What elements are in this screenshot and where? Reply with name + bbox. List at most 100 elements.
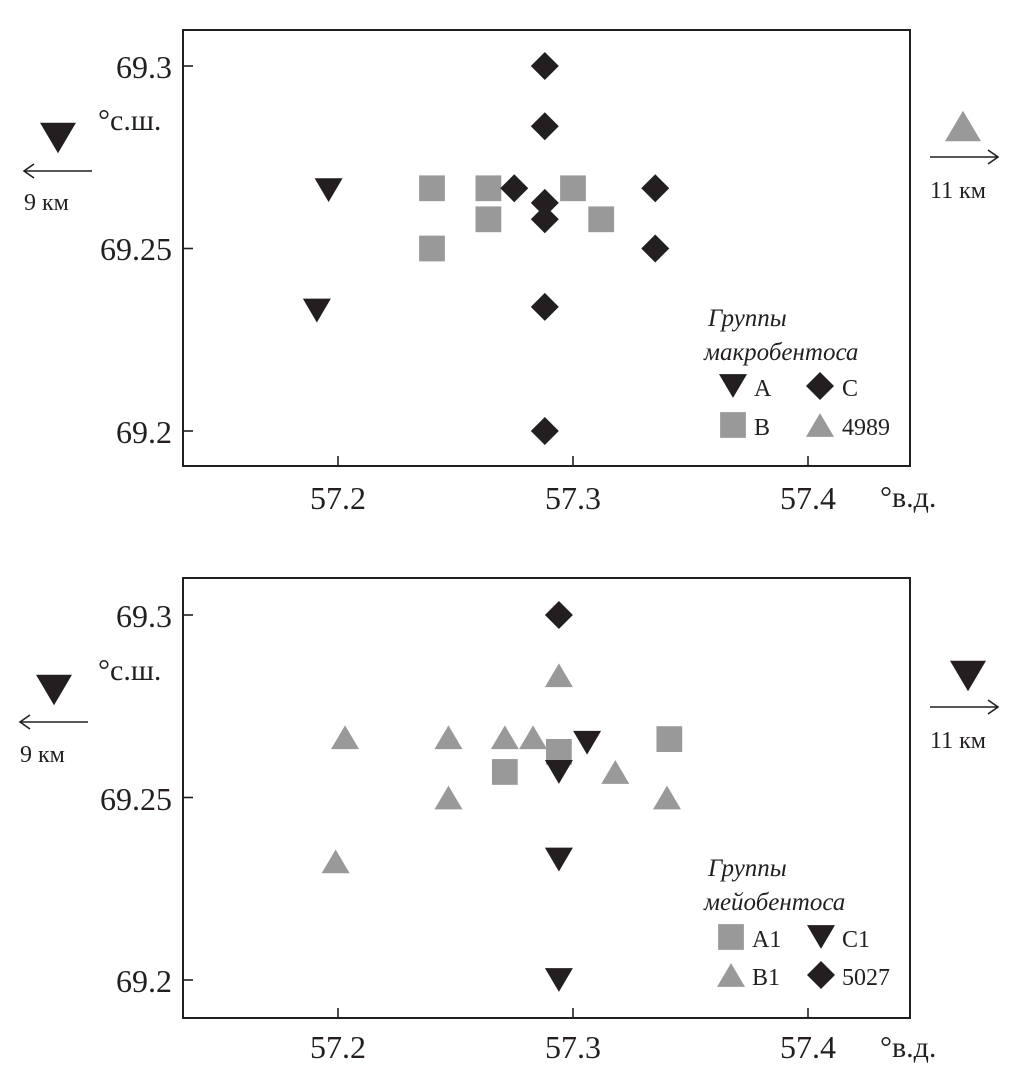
data-point-c1 [544,847,573,872]
legend-marker [807,925,835,949]
data-point-5027 [544,601,573,629]
data-point-b1 [544,663,573,688]
data-point-c1 [544,968,573,992]
offscreen-left-marker [36,674,72,706]
data-point-a [302,298,331,323]
legend-marker [717,963,745,987]
x-tick-label: 57.2 [310,480,366,516]
offscreen-left-indicator: 9 км [18,674,88,768]
legend-label: B1 [752,965,780,991]
data-point-b [588,206,615,233]
legend-marker [806,413,834,437]
data-points [321,601,683,992]
x-tick-label: 57.4 [780,1029,836,1065]
legend-marker [719,374,747,398]
data-point-b1 [321,849,350,874]
legend-marker [718,924,744,950]
legend-marker [720,412,746,438]
offscreen-right-indicator: 11 км [930,110,1000,204]
legend-title-line-2: макробентоса [703,339,858,366]
legend: Группы макробентоса A C B 4989 [703,305,890,441]
data-point-c [530,188,559,217]
legend-label: A [754,376,772,402]
data-point-b1 [519,725,548,750]
legend-label: C1 [842,927,870,953]
data-point-a [314,178,343,202]
data-point-b1 [653,785,681,810]
offscreen-left-distance: 9 км [24,190,69,216]
y-tick-label: 69.2 [116,414,172,450]
y-tick-label: 69.3 [116,598,172,634]
legend-title-line-1: Группы [707,305,787,332]
offscreen-left-distance: 9 км [20,742,65,768]
data-point-c [530,417,559,445]
offscreen-marker-icon [945,110,981,142]
legend-marker-icon [807,925,835,949]
y-unit-label: °с.ш. [98,104,161,137]
data-point-c1 [544,760,573,784]
right-arrowhead-icon [987,149,1000,165]
x-unit-label: °в.д. [880,1031,936,1064]
macrobenthos-chart: 69.3 69.25 69.2 57.2 57.3 57.4 °с.ш. °в.… [22,29,1000,516]
data-point-b [560,175,586,202]
x-tick-label: 57.3 [545,480,601,516]
y-tick-label: 69.2 [116,963,172,999]
data-point-c [641,174,670,203]
left-arrowhead-icon [18,714,31,730]
x-tick-label: 57.3 [545,1029,601,1065]
legend-marker-icon [719,374,747,398]
legend-marker-icon [806,413,834,437]
legend-label: C [842,376,858,402]
y-tick-label: 69.3 [116,49,172,85]
data-point-b [419,175,445,202]
x-unit-label: °в.д. [880,481,936,514]
legend-marker-icon [720,412,746,438]
data-point-c [530,205,559,234]
data-point-b1 [331,725,360,750]
offscreen-marker-icon [950,660,986,692]
meiobenthos-chart: 69.3 69.25 69.2 57.2 57.3 57.4 °с.ш. °в.… [18,577,1000,1065]
data-point-b [419,235,445,262]
offscreen-marker-icon [40,122,76,154]
legend-marker-icon [717,963,745,987]
data-point-c1 [573,730,602,755]
plot-frame [182,29,911,467]
offscreen-marker-icon [36,674,72,706]
legend-marker [806,372,834,400]
legend-title-line-2: мейобентоса [703,889,845,916]
legend-title-line-1: Группы [707,855,787,882]
y-tick-label: 69.25 [100,231,172,267]
right-arrowhead-icon [987,699,1000,715]
legend-marker [807,961,835,989]
legend-marker-icon [718,924,744,950]
legend-label: 4989 [842,415,890,441]
x-tick-label: 57.2 [310,1029,366,1065]
data-point-b1 [434,785,463,810]
data-point-b1 [601,760,630,784]
data-point-b1 [490,725,519,750]
data-point-c [500,174,529,203]
data-point-c [530,52,559,80]
legend-marker-icon [806,372,834,400]
data-point-b1 [434,725,463,750]
legend-label: B [754,415,770,441]
offscreen-right-distance: 11 км [930,728,986,754]
offscreen-right-marker [950,660,986,692]
data-point-b [475,206,502,233]
offscreen-left-indicator: 9 км [22,122,92,216]
left-arrowhead-icon [22,163,35,179]
plot-frame [182,577,911,1019]
offscreen-right-indicator: 11 км [930,660,1000,754]
legend-label: A1 [752,927,781,953]
data-points [302,52,670,445]
data-point-a1 [491,759,518,785]
data-point-b [475,175,502,202]
offscreen-left-marker [40,122,76,154]
y-unit-label: °с.ш. [98,654,161,687]
legend: Группы мейобентоса A1 C1 B1 5027 [703,855,890,991]
offscreen-right-marker [945,110,981,142]
legend-label: 5027 [842,965,890,991]
data-point-c [641,234,670,263]
offscreen-right-distance: 11 км [930,178,986,204]
data-point-c [530,292,559,321]
